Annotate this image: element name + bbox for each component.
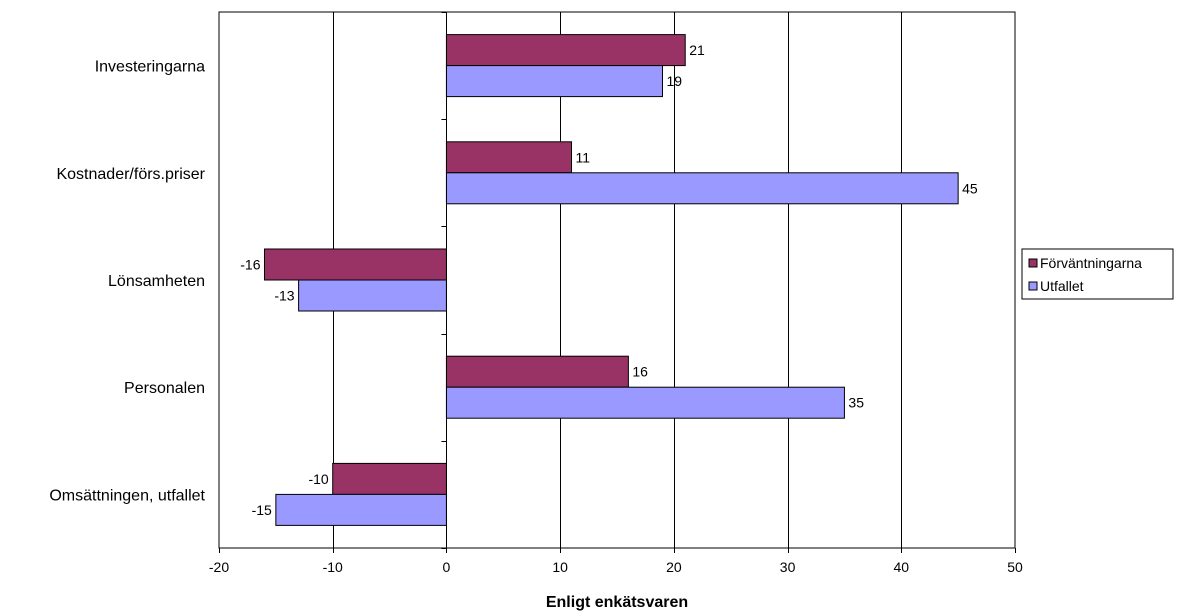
x-tick-label: 50 <box>1007 559 1023 575</box>
bar-f-rv-ntningarna-kostnader-f-rs-priser <box>446 142 571 173</box>
data-label-utfallet-l-nsamheten: -13 <box>274 288 294 304</box>
data-label-f-rv-ntningarna-l-nsamheten: -16 <box>240 257 260 273</box>
x-tick-label: 30 <box>780 559 796 575</box>
data-label-utfallet-investeringarna: 19 <box>666 73 682 89</box>
bar-f-rv-ntningarna-personalen <box>446 356 628 387</box>
category-label-kostnader-f-rs-priser: Kostnader/förs.priser <box>56 166 205 183</box>
legend-label-utfallet: Utfallet <box>1040 278 1084 294</box>
data-label-utfallet-oms-ttningen-utfallet: -15 <box>252 502 272 518</box>
data-label-f-rv-ntningarna-investeringarna: 21 <box>689 42 705 58</box>
category-label-l-nsamheten: Lönsamheten <box>108 273 205 290</box>
category-label-investeringarna: Investeringarna <box>95 59 205 76</box>
data-label-f-rv-ntningarna-oms-ttningen-utfallet: -10 <box>308 471 328 487</box>
data-label-utfallet-personalen: 35 <box>848 395 864 411</box>
bar-utfallet-personalen <box>446 387 844 418</box>
x-axis-title: Enligt enkätsvaren <box>546 594 688 611</box>
category-label-personalen: Personalen <box>124 380 205 397</box>
category-label-oms-ttningen-utfallet: Omsättningen, utfallet <box>49 487 205 504</box>
data-label-utfallet-kostnader-f-rs-priser: 45 <box>962 180 978 196</box>
bar-f-rv-ntningarna-l-nsamheten <box>264 249 446 280</box>
bar-utfallet-oms-ttningen-utfallet <box>276 494 447 525</box>
x-tick-label: 10 <box>552 559 568 575</box>
x-tick-label: 0 <box>443 559 451 575</box>
bar-utfallet-l-nsamheten <box>299 280 447 311</box>
legend-swatch-forvantningarna <box>1029 259 1037 267</box>
legend-swatch-utfallet <box>1029 282 1037 290</box>
bar-f-rv-ntningarna-investeringarna <box>446 35 685 66</box>
bar-utfallet-kostnader-f-rs-priser <box>446 173 958 204</box>
bar-utfallet-investeringarna <box>446 66 662 97</box>
data-label-f-rv-ntningarna-personalen: 16 <box>632 364 648 380</box>
data-label-f-rv-ntningarna-kostnader-f-rs-priser: 11 <box>576 149 591 165</box>
bar-f-rv-ntningarna-oms-ttningen-utfallet <box>333 463 447 494</box>
x-tick-label: -10 <box>323 559 343 575</box>
legend: Förväntningarna Utfallet <box>1022 249 1173 299</box>
x-tick-label: 40 <box>893 559 909 575</box>
x-tick-label: -20 <box>209 559 229 575</box>
x-tick-label: 20 <box>666 559 682 575</box>
legend-label-forvantningarna: Förväntningarna <box>1040 255 1142 271</box>
